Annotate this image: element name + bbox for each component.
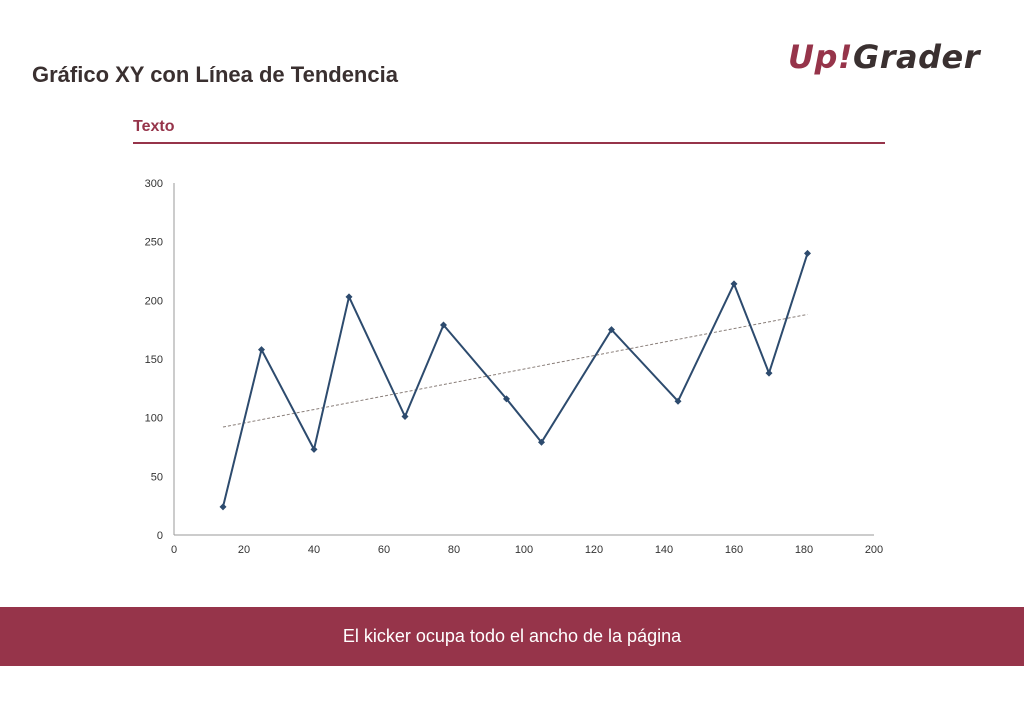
y-tick-label: 100 — [145, 413, 163, 425]
data-point — [345, 293, 353, 301]
x-tick-label: 20 — [238, 544, 250, 556]
x-tick-label: 180 — [795, 544, 813, 556]
x-tick-label: 80 — [448, 544, 460, 556]
y-tick-label: 250 — [145, 237, 163, 249]
y-tick-label: 50 — [151, 471, 163, 483]
x-tick-label: 140 — [655, 544, 673, 556]
x-tick-label: 0 — [171, 544, 177, 556]
chart-axes — [173, 183, 874, 536]
logo-grader: Grader — [852, 38, 981, 76]
brand-logo: Up!Grader — [788, 38, 980, 76]
data-point — [440, 321, 447, 329]
y-tick-label: 0 — [157, 530, 163, 542]
data-point — [219, 503, 227, 511]
section-label: Texto — [133, 118, 175, 135]
xy-chart: 0 50 100 150 200 250 300 0 20 40 60 80 100 120 140 160 1… — [145, 178, 884, 556]
series-line — [222, 253, 809, 508]
points-group — [219, 249, 811, 511]
logo-up: Up! — [788, 38, 853, 76]
x-tick-label: 60 — [378, 544, 390, 556]
page-title: Gráfico XY con Línea de Tendencia — [32, 62, 398, 87]
x-tick-label: 160 — [725, 544, 743, 556]
series-group — [222, 253, 809, 508]
x-tick-label: 40 — [308, 544, 320, 556]
data-point — [401, 412, 409, 420]
data-point — [730, 280, 738, 288]
section-divider — [133, 142, 885, 144]
x-tick-label: 120 — [585, 544, 603, 556]
x-tick-label: 200 — [865, 544, 883, 556]
data-point — [608, 326, 615, 334]
data-point — [503, 395, 510, 403]
y-tick-label: 200 — [145, 295, 163, 307]
data-point — [258, 346, 265, 354]
data-point — [538, 438, 545, 446]
data-point — [310, 445, 318, 453]
y-tick-label: 150 — [145, 354, 163, 366]
kicker-banner: El kicker ocupa todo el ancho de la pági… — [0, 607, 1024, 666]
data-point — [765, 369, 773, 377]
kicker-text: El kicker ocupa todo el ancho de la pági… — [342, 626, 682, 646]
y-tick-label: 300 — [145, 178, 163, 190]
x-tick-label: 100 — [515, 544, 533, 556]
chart-tick-labels: 0 50 100 150 200 250 300 0 20 40 60 80 100 120 140 160 1… — [145, 178, 884, 556]
data-point — [804, 249, 811, 257]
data-point — [674, 397, 682, 405]
